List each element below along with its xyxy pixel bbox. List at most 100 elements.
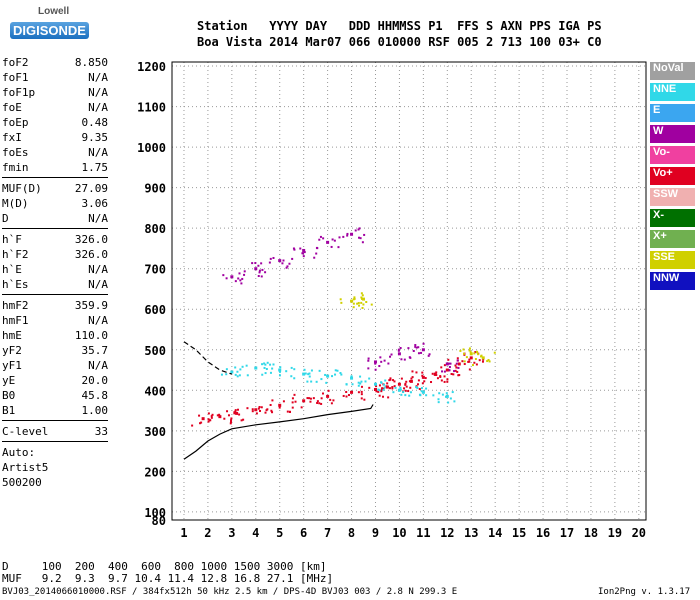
auto-artist: Artist5	[2, 461, 49, 474]
echo-point	[362, 297, 366, 301]
y-tick-label: 100	[144, 506, 166, 520]
echo-point	[294, 400, 297, 403]
echo-point	[443, 364, 446, 367]
echo-point	[293, 393, 296, 396]
echo-point	[254, 408, 258, 412]
echo-point	[234, 280, 237, 283]
echo-point	[246, 407, 249, 410]
echo-point	[456, 357, 459, 360]
echo-point	[291, 401, 294, 404]
echo-point	[239, 279, 242, 282]
echo-point	[420, 390, 423, 393]
echo-point	[326, 394, 330, 398]
echo-point	[257, 264, 260, 267]
echo-point	[288, 411, 291, 414]
echo-point	[313, 256, 316, 259]
x-tick-label: 17	[560, 526, 574, 540]
echo-points	[191, 227, 496, 427]
echo-point	[420, 387, 423, 390]
echo-point	[207, 418, 210, 421]
echo-point	[397, 352, 401, 356]
param-row: hmE 110.0	[2, 328, 108, 343]
echo-point	[237, 277, 240, 280]
echo-point	[411, 370, 414, 373]
echo-point	[234, 366, 237, 369]
echo-point	[278, 403, 282, 407]
echo-point	[481, 356, 485, 360]
legend-item: W	[650, 125, 695, 143]
echo-point	[438, 392, 441, 395]
echo-point	[437, 401, 440, 404]
echo-point	[404, 389, 407, 392]
echo-point	[226, 410, 229, 413]
echo-point	[386, 382, 389, 385]
echo-point	[423, 380, 426, 383]
echo-point	[370, 303, 373, 306]
echo-point	[404, 394, 407, 397]
param-value: 0.48	[81, 116, 109, 129]
param-name: foEs	[2, 146, 29, 159]
echo-point	[326, 374, 330, 378]
echo-point	[477, 353, 480, 356]
digisonde-logo: Lowell DIGISONDE	[8, 6, 89, 46]
echo-point	[463, 360, 466, 363]
param-row: foF1p N/A	[2, 85, 108, 100]
echo-point	[216, 414, 219, 417]
echo-point	[452, 373, 455, 376]
echo-point	[445, 368, 449, 372]
echo-point	[334, 373, 337, 376]
param-name: h`E	[2, 263, 22, 276]
logo-lowell-text: Lowell	[38, 6, 70, 17]
echo-point	[360, 397, 363, 400]
echo-point	[481, 360, 484, 363]
echo-point	[241, 365, 244, 368]
echo-point	[307, 373, 310, 376]
param-row: foE N/A	[2, 100, 108, 115]
echo-point	[417, 379, 420, 382]
echo-point	[363, 233, 366, 236]
echo-point	[238, 374, 241, 377]
legend-item: E	[650, 104, 695, 122]
param-value: 1.75	[81, 161, 109, 174]
echo-point	[257, 407, 260, 410]
echo-point	[330, 402, 333, 405]
echo-point	[361, 241, 364, 244]
echo-point	[201, 417, 205, 421]
echo-point	[352, 302, 355, 305]
echo-point	[331, 375, 334, 378]
echo-point	[227, 414, 230, 417]
echo-point	[422, 390, 425, 393]
auto-label: Auto:	[2, 446, 36, 459]
echo-point	[322, 237, 325, 240]
auto-code: 500200	[2, 476, 42, 489]
param-name: h`F	[2, 233, 22, 246]
echo-point	[368, 386, 371, 389]
echo-point	[347, 394, 350, 397]
echo-point	[254, 267, 258, 271]
echo-point	[468, 347, 471, 350]
echo-point	[264, 363, 267, 366]
echo-point	[378, 384, 381, 387]
echo-point	[388, 387, 391, 390]
echo-point	[393, 380, 396, 383]
param-row: yF1 N/A	[2, 358, 108, 373]
echo-point	[350, 376, 354, 380]
echo-point	[346, 232, 349, 235]
y-tick-label: 1200	[137, 60, 166, 74]
param-value: 35.7	[81, 344, 109, 357]
echo-point	[288, 262, 291, 265]
echo-point	[278, 368, 282, 372]
echo-point	[361, 294, 364, 297]
divider	[2, 294, 108, 295]
echo-point	[358, 236, 361, 239]
echo-point	[306, 397, 309, 400]
echo-point	[286, 410, 289, 413]
echo-point	[266, 361, 269, 364]
echo-point	[487, 358, 490, 361]
echo-point	[417, 352, 420, 355]
echo-point	[360, 385, 363, 388]
echo-point	[389, 355, 392, 358]
echo-point	[243, 273, 246, 276]
param-name: hmF1	[2, 314, 29, 327]
